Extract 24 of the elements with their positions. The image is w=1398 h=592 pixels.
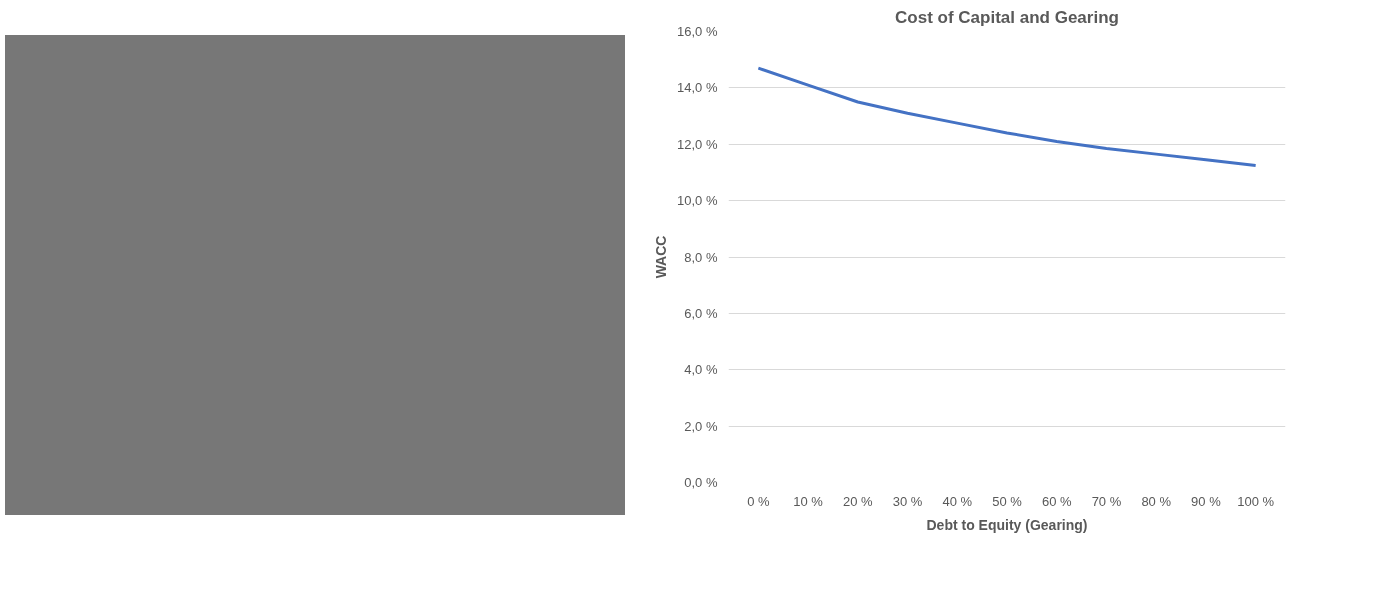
x-tick-label: 30 % — [892, 493, 923, 509]
y-axis-title: WACC — [653, 235, 670, 279]
x-tick-label: 100 % — [1237, 493, 1275, 509]
x-tick-label: 80 % — [1141, 493, 1172, 509]
x-tick-label: 0 % — [747, 493, 770, 509]
y-tick-label: 0,0 % — [684, 475, 718, 490]
x-tick-label: 50 % — [992, 493, 1023, 509]
line-series — [756, 66, 1258, 167]
x-tick-label: 10 % — [793, 493, 824, 509]
y-tick-label: 12,0 % — [677, 136, 718, 152]
x-tick-label: 20 % — [842, 493, 874, 509]
x-tick-label: 90 % — [1191, 493, 1222, 509]
y-tick-label: 14,0 % — [677, 80, 718, 96]
x-tick-label: 40 % — [942, 493, 973, 509]
x-axis-title: Debt to Equity (Gearing) — [926, 516, 1088, 533]
y-tick-label: 10,0 % — [677, 193, 718, 209]
y-tick-label: 4,0 % — [684, 362, 718, 378]
y-tick-label: 6,0 % — [684, 305, 718, 321]
y-tick-label: 2,0 % — [684, 418, 718, 434]
x-tick-label: 60 % — [1041, 493, 1072, 509]
y-tick-label: 8,0 % — [684, 249, 718, 265]
y-tick-label: 16,0 % — [677, 24, 718, 39]
chart-title: Cost of Capital and Gearing — [895, 7, 1119, 27]
x-tick-label: 70 % — [1091, 493, 1122, 509]
